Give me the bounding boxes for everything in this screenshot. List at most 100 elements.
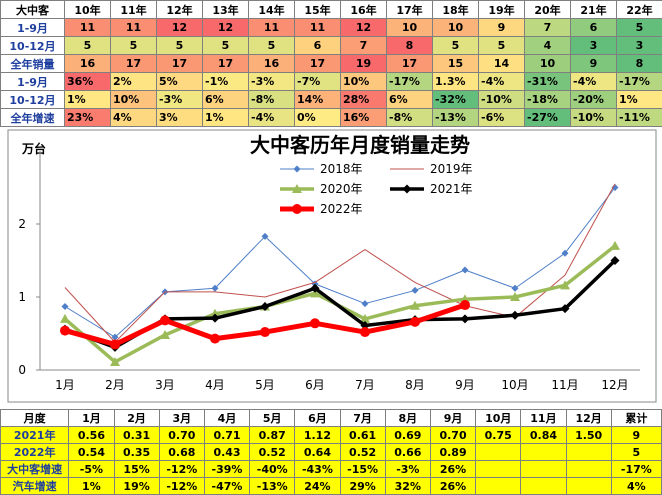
row-label: 全年销量 — [1, 55, 65, 73]
table-cell: -39% — [204, 461, 249, 478]
table-cell: -17% — [617, 73, 662, 91]
x-tick-label: 3月 — [155, 378, 175, 392]
data-point — [460, 300, 470, 310]
table-cell: -4% — [249, 109, 295, 127]
legend-label: 2021年 — [430, 182, 473, 196]
row-label: 大中客增速 — [1, 461, 69, 478]
chart-title: 大中客历年月度销量走势 — [250, 133, 470, 157]
x-tick-label: 6月 — [305, 378, 325, 392]
table-cell: 6% — [203, 91, 249, 109]
header-cell: 3月 — [159, 410, 204, 427]
header-cell: 9月 — [430, 410, 475, 427]
data-point — [60, 326, 70, 336]
table-cell: 12 — [203, 19, 249, 37]
row-label: 10-12月 — [1, 37, 65, 55]
x-tick-label: 10月 — [501, 378, 528, 392]
table-cell: 0.84 — [521, 427, 566, 444]
table-cell: -15% — [340, 461, 385, 478]
table-cell: 5 — [157, 37, 203, 55]
table-cell: 7 — [341, 37, 387, 55]
data-point — [260, 327, 270, 337]
row-label: 10-12月 — [1, 91, 65, 109]
table-cell — [521, 461, 566, 478]
table-cell: 17 — [111, 55, 157, 73]
row-label: 全年增速 — [1, 109, 65, 127]
row-label: 2022年 — [1, 444, 69, 461]
header-cell: 6月 — [295, 410, 340, 427]
table-cell: 9 — [571, 55, 617, 73]
table-cell: 11 — [65, 19, 111, 37]
table-cell: -10% — [571, 109, 617, 127]
table-cell: 2% — [111, 73, 157, 91]
table-cell: 3 — [571, 37, 617, 55]
table-cell: 17 — [203, 55, 249, 73]
table-cell: 8 — [387, 37, 433, 55]
table-cell — [521, 444, 566, 461]
table-cell: -7% — [295, 73, 341, 91]
table-cell: 10 — [433, 19, 479, 37]
header-cell: 1月 — [69, 410, 114, 427]
table-cell: 16 — [65, 55, 111, 73]
x-tick-label: 7月 — [355, 378, 375, 392]
header-cell: 20年 — [525, 1, 571, 19]
row-label: 2021年 — [1, 427, 69, 444]
header-cell: 17年 — [387, 1, 433, 19]
table-cell — [476, 461, 521, 478]
table-cell — [476, 444, 521, 461]
y-tick-label: 2 — [18, 217, 26, 231]
table-cell: 5 — [203, 37, 249, 55]
x-tick-label: 5月 — [255, 378, 275, 392]
table-cell: 0.89 — [430, 444, 475, 461]
table-cell: 0% — [295, 109, 341, 127]
table-cell: -32% — [433, 91, 479, 109]
row-label: 1-9月 — [1, 73, 65, 91]
table-cell: 12 — [157, 19, 203, 37]
table-cell: 11 — [295, 19, 341, 37]
table-cell: -5% — [69, 461, 114, 478]
table-cell: -13% — [433, 109, 479, 127]
table-cell: 0.68 — [159, 444, 204, 461]
header-cell: 13年 — [203, 1, 249, 19]
table-cell: -12% — [159, 461, 204, 478]
table-cell: -6% — [479, 109, 525, 127]
header-cell: 11月 — [521, 410, 566, 427]
table-cell: 19 — [341, 55, 387, 73]
table-cell: 0.75 — [476, 427, 521, 444]
legend-label: 2018年 — [320, 162, 363, 176]
table-cell: 23% — [65, 109, 111, 127]
table-cell: 4 — [525, 37, 571, 55]
table-cell: 0.61 — [340, 427, 385, 444]
table-cell: 0.87 — [250, 427, 295, 444]
table-cell: 5 — [617, 19, 662, 37]
table-cell: 6 — [295, 37, 341, 55]
table-cell: 0.64 — [295, 444, 340, 461]
data-point — [110, 339, 120, 349]
table-cell: 3 — [617, 37, 662, 55]
table-cell: 12 — [341, 19, 387, 37]
table-cell: 1% — [65, 91, 111, 109]
table-cell: 15% — [114, 461, 159, 478]
table-cell: 1.12 — [295, 427, 340, 444]
header-cell: 12月 — [566, 410, 611, 427]
y-tick-label: 1 — [18, 290, 26, 304]
y-axis-label: 万台 — [21, 141, 46, 156]
table-cell: -4% — [571, 73, 617, 91]
header-cell: 15年 — [295, 1, 341, 19]
header-cell: 4月 — [204, 410, 249, 427]
table-cell: -11% — [617, 109, 662, 127]
table-cell: 0.69 — [385, 427, 430, 444]
table-cell: -18% — [525, 91, 571, 109]
table-cell: 5 — [611, 444, 661, 461]
x-tick-label: 12月 — [601, 378, 628, 392]
data-point — [410, 317, 420, 327]
data-point — [160, 315, 170, 325]
header-cell: 月度 — [1, 410, 69, 427]
table-cell: -43% — [295, 461, 340, 478]
table-cell: 3% — [157, 109, 203, 127]
